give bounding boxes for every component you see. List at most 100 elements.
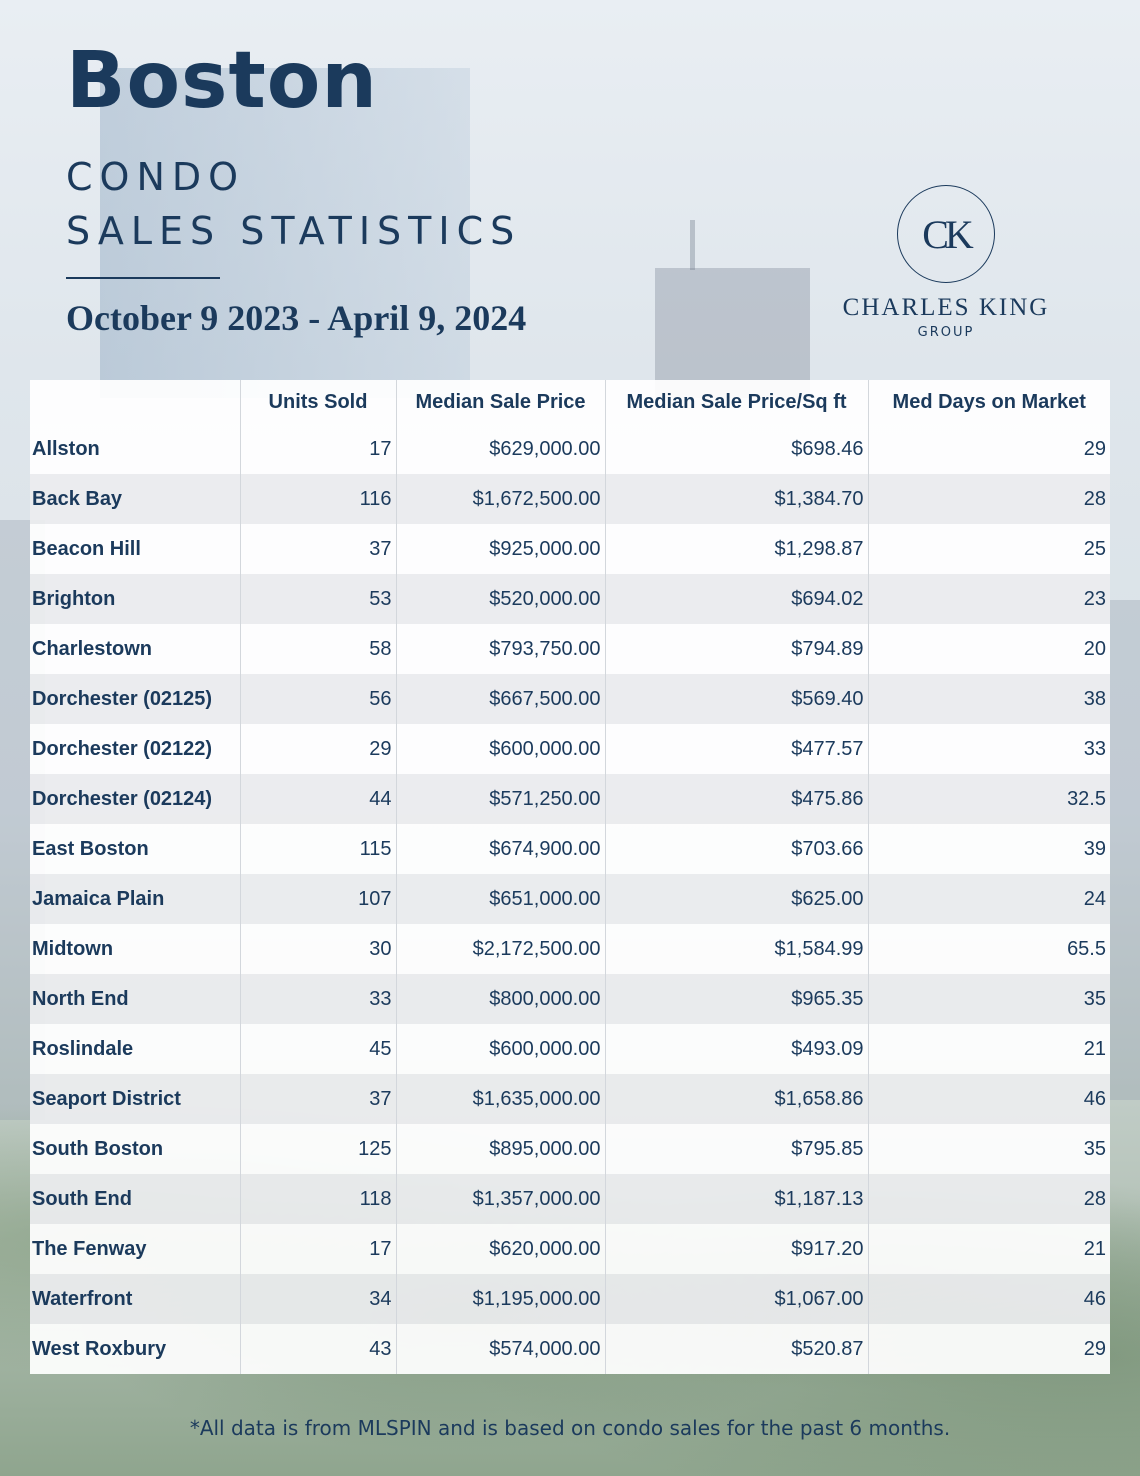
column-header-median-sale-price: Median Sale Price <box>396 380 606 424</box>
units-sold-cell: 107 <box>240 874 397 924</box>
column-header-units-sold: Units Sold <box>240 380 397 424</box>
median-sale-price-cell: $667,500.00 <box>396 674 606 724</box>
median-sale-price-cell: $793,750.00 <box>396 624 606 674</box>
table-row: Seaport District 37 $1,635,000.00 $1,658.86… <box>30 1074 1110 1124</box>
logo-group-label: GROUP <box>917 325 975 340</box>
units-sold-cell: 37 <box>240 1074 397 1124</box>
table-row: Allston 17 $629,000.00 $698.46 29 <box>30 424 1110 474</box>
table-row: Midtown 30 $2,172,500.00 $1,584.99 65.5 <box>30 924 1110 974</box>
table-row: Dorchester (02122) 29 $600,000.00 $477.57 33 <box>30 724 1110 774</box>
median-sale-price-cell: $2,172,500.00 <box>396 924 606 974</box>
days-on-market-cell: 23 <box>868 574 1110 624</box>
table-row: South Boston 125 $895,000.00 $795.85 35 <box>30 1124 1110 1174</box>
units-sold-cell: 43 <box>240 1324 397 1374</box>
table-row: Beacon Hill 37 $925,000.00 $1,298.87 25 <box>30 524 1110 574</box>
brand-logo: CK CHARLES KING GROUP <box>835 185 1057 345</box>
table-row: Back Bay 116 $1,672,500.00 $1,384.70 28 <box>30 474 1110 524</box>
median-sale-price-cell: $629,000.00 <box>396 424 606 474</box>
condo-stats-table: Units Sold Median Sale Price Median Sale… <box>30 380 1110 1374</box>
neighborhood-cell: West Roxbury <box>30 1324 241 1374</box>
days-on-market-cell: 33 <box>868 724 1110 774</box>
table-row: Jamaica Plain 107 $651,000.00 $625.00 24 <box>30 874 1110 924</box>
price-per-sqft-cell: $569.40 <box>605 674 869 724</box>
price-per-sqft-cell: $965.35 <box>605 974 869 1024</box>
right-building-shape <box>1110 600 1140 1100</box>
days-on-market-cell: 21 <box>868 1224 1110 1274</box>
days-on-market-cell: 20 <box>868 624 1110 674</box>
price-per-sqft-cell: $917.20 <box>605 1224 869 1274</box>
days-on-market-cell: 29 <box>868 424 1110 474</box>
days-on-market-cell: 38 <box>868 674 1110 724</box>
days-on-market-cell: 21 <box>868 1024 1110 1074</box>
logo-company-name: CHARLES KING <box>842 294 1050 321</box>
neighborhood-cell: South Boston <box>30 1124 241 1174</box>
table-row: Brighton 53 $520,000.00 $694.02 23 <box>30 574 1110 624</box>
neighborhood-cell: The Fenway <box>30 1224 241 1274</box>
units-sold-cell: 45 <box>240 1024 397 1074</box>
neighborhood-cell: Dorchester (02125) <box>30 674 241 724</box>
units-sold-cell: 125 <box>240 1124 397 1174</box>
median-sale-price-cell: $895,000.00 <box>396 1124 606 1174</box>
median-sale-price-cell: $620,000.00 <box>396 1224 606 1274</box>
table-row: West Roxbury 43 $574,000.00 $520.87 29 <box>30 1324 1110 1374</box>
days-on-market-cell: 29 <box>868 1324 1110 1374</box>
table-row: Waterfront 34 $1,195,000.00 $1,067.00 46 <box>30 1274 1110 1324</box>
units-sold-cell: 34 <box>240 1274 397 1324</box>
days-on-market-cell: 65.5 <box>868 924 1110 974</box>
days-on-market-cell: 46 <box>868 1274 1110 1324</box>
units-sold-cell: 29 <box>240 724 397 774</box>
price-per-sqft-cell: $698.46 <box>605 424 869 474</box>
price-per-sqft-cell: $1,584.99 <box>605 924 869 974</box>
neighborhood-cell: Waterfront <box>30 1274 241 1324</box>
days-on-market-cell: 35 <box>868 1124 1110 1174</box>
days-on-market-cell: 28 <box>868 474 1110 524</box>
days-on-market-cell: 32.5 <box>868 774 1110 824</box>
neighborhood-cell: Midtown <box>30 924 241 974</box>
prudential-tower-shape <box>655 268 810 398</box>
median-sale-price-cell: $520,000.00 <box>396 574 606 624</box>
units-sold-cell: 17 <box>240 1224 397 1274</box>
data-source-footnote: *All data is from MLSPIN and is based on… <box>189 1416 951 1440</box>
units-sold-cell: 118 <box>240 1174 397 1224</box>
neighborhood-cell: Beacon Hill <box>30 524 241 574</box>
column-header-days-on-market: Med Days on Market <box>868 380 1110 424</box>
price-per-sqft-cell: $1,384.70 <box>605 474 869 524</box>
neighborhood-cell: Dorchester (02124) <box>30 774 241 824</box>
units-sold-cell: 44 <box>240 774 397 824</box>
title-divider <box>66 277 220 279</box>
units-sold-cell: 53 <box>240 574 397 624</box>
units-sold-cell: 37 <box>240 524 397 574</box>
neighborhood-cell: Roslindale <box>30 1024 241 1074</box>
price-per-sqft-cell: $1,187.13 <box>605 1174 869 1224</box>
neighborhood-cell: East Boston <box>30 824 241 874</box>
price-per-sqft-cell: $703.66 <box>605 824 869 874</box>
median-sale-price-cell: $925,000.00 <box>396 524 606 574</box>
neighborhood-cell: North End <box>30 974 241 1024</box>
neighborhood-cell: Dorchester (02122) <box>30 724 241 774</box>
days-on-market-cell: 25 <box>868 524 1110 574</box>
date-range: October 9 2023 - April 9, 2024 <box>66 298 527 338</box>
table-row: Dorchester (02125) 56 $667,500.00 $569.40 38 <box>30 674 1110 724</box>
price-per-sqft-cell: $1,298.87 <box>605 524 869 574</box>
units-sold-cell: 30 <box>240 924 397 974</box>
price-per-sqft-cell: $1,067.00 <box>605 1274 869 1324</box>
median-sale-price-cell: $1,195,000.00 <box>396 1274 606 1324</box>
price-per-sqft-cell: $625.00 <box>605 874 869 924</box>
median-sale-price-cell: $600,000.00 <box>396 724 606 774</box>
table-row: South End 118 $1,357,000.00 $1,187.13 28 <box>30 1174 1110 1224</box>
logo-monogram: CK <box>922 211 974 257</box>
table-row: The Fenway 17 $620,000.00 $917.20 21 <box>30 1224 1110 1274</box>
price-per-sqft-cell: $694.02 <box>605 574 869 624</box>
table-row: Dorchester (02124) 44 $571,250.00 $475.86 32… <box>30 774 1110 824</box>
units-sold-cell: 115 <box>240 824 397 874</box>
days-on-market-cell: 39 <box>868 824 1110 874</box>
neighborhood-cell: Brighton <box>30 574 241 624</box>
price-per-sqft-cell: $794.89 <box>605 624 869 674</box>
median-sale-price-cell: $1,672,500.00 <box>396 474 606 524</box>
price-per-sqft-cell: $520.87 <box>605 1324 869 1374</box>
table-row: North End 33 $800,000.00 $965.35 35 <box>30 974 1110 1024</box>
units-sold-cell: 56 <box>240 674 397 724</box>
median-sale-price-cell: $571,250.00 <box>396 774 606 824</box>
days-on-market-cell: 24 <box>868 874 1110 924</box>
table-row: Roslindale 45 $600,000.00 $493.09 21 <box>30 1024 1110 1074</box>
